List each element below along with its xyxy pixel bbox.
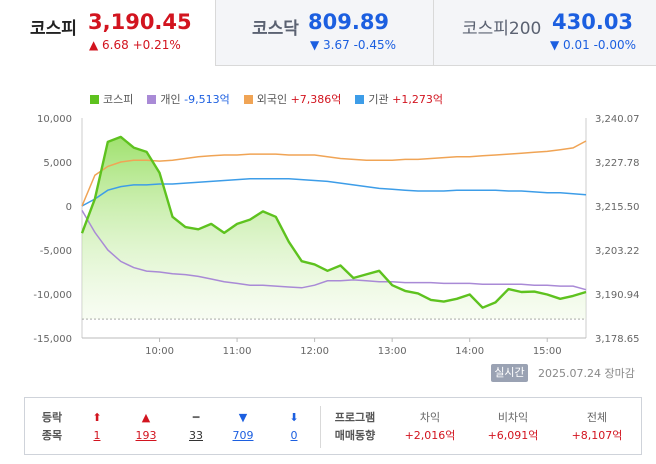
breadth-fall[interactable]: ▼ 709 (228, 409, 258, 445)
right-tick-label: 3,215.50 (595, 202, 640, 213)
breadth-rise[interactable]: ▲ 193 (131, 409, 161, 445)
index-tabs: 코스피 3,190.45 ▲ 6.68 +0.21% 코스닥 809.89 ▼ … (0, 0, 656, 66)
market-close-date: 2025.07.24 장마감 (538, 367, 635, 380)
flat-icon: ━ (192, 411, 200, 424)
legend-foreign-label: 외국인 (256, 93, 288, 106)
investor-chart: 10,000 5,000 0 -5,000 -10,000 -15,000 3,240.07… (33, 114, 640, 357)
tab-kospi[interactable]: 코스피 3,190.45 ▲ 6.68 +0.21% (0, 0, 216, 66)
x-tick-label: 15:00 (533, 346, 562, 357)
right-tick-label: 3,178.65 (595, 334, 640, 345)
x-tick-label: 10:00 (145, 346, 174, 357)
tab-kospi200-value: 430.03 (552, 10, 634, 34)
legend-kospi[interactable]: 코스피 (90, 91, 133, 107)
right-tick-label: 3,190.94 (595, 290, 640, 301)
program-item-value: +2,016억 (404, 429, 456, 442)
kospi-line (80, 135, 587, 309)
legend-institution-value: +1,273억 (392, 93, 443, 106)
rise-icon: ▲ (141, 411, 151, 424)
tab-kospi200[interactable]: 코스피200 430.03 ▼ 0.01 -0.00% (434, 0, 656, 66)
legend-foreign[interactable]: 외국인 +7,386억 (243, 91, 342, 107)
tab-kosdaq-value: 809.89 (308, 10, 390, 34)
breadth-count[interactable]: 33 (189, 429, 203, 442)
upper-limit-icon: ⬆ (92, 411, 102, 424)
legend-individual-label: 개인 (160, 93, 181, 106)
tab-kosdaq[interactable]: 코스닥 809.89 ▼ 3.67 -0.45% (216, 0, 434, 66)
breadth-count[interactable]: 193 (135, 429, 157, 442)
kospi-area (82, 136, 586, 319)
breadth-label-line1: 등락 (41, 411, 63, 424)
left-tick-label: 5,000 (43, 158, 72, 169)
program-total: 전체 +8,107억 (561, 409, 633, 445)
tab-kosdaq-change: ▼ 3.67 -0.45% (310, 38, 397, 52)
legend-kospi-swatch (90, 94, 99, 104)
right-tick-label: 3,203.22 (595, 246, 640, 257)
breadth-upper-limit[interactable]: ⬆ 1 (83, 409, 111, 445)
tab-kospi-change: ▲ 6.68 +0.21% (89, 38, 181, 52)
foreign-line (81, 140, 587, 207)
x-tick-label: 13:00 (378, 346, 407, 357)
left-tick-label: 10,000 (37, 114, 72, 125)
program-item-value: +6,091억 (487, 429, 539, 442)
breadth-count[interactable]: 0 (290, 429, 298, 442)
program-item-label: 차익 (419, 411, 441, 424)
chart-legend: 코스피 개인 -9,513억 외국인 +7,386억 기관 +1,273억 (90, 91, 443, 107)
x-tick-label: 14:00 (455, 346, 484, 357)
breadth-label-line2: 종목 (41, 429, 63, 442)
realtime-button[interactable]: 실시간 (491, 364, 528, 382)
institution-line (81, 177, 587, 207)
legend-individual-value: -9,513억 (184, 93, 230, 106)
tab-kospi200-name: 코스피200 (462, 19, 542, 39)
breadth-flat[interactable]: ━ 33 (181, 409, 211, 445)
program-label: 프로그램 매매동향 (327, 409, 383, 445)
x-tick-label: 12:00 (300, 346, 329, 357)
right-tick-label: 3,227.78 (595, 158, 640, 169)
breadth-lower-limit[interactable]: ⬇ 0 (280, 409, 308, 445)
market-summary: 등락 종목 ⬆ 1 ▲ 193 ━ 33 ▼ 709 ⬇ 0 프로그램 매매동향… (24, 397, 642, 455)
legend-institution-label: 기관 (368, 93, 389, 106)
left-tick-label: 0 (66, 202, 72, 213)
tab-kosdaq-name: 코스닥 (252, 19, 299, 39)
fall-icon: ▼ (238, 411, 248, 424)
summary-divider (320, 406, 321, 448)
tab-kospi-name: 코스피 (30, 19, 77, 39)
left-tick-label: -10,000 (33, 290, 72, 301)
left-tick-label: -15,000 (33, 334, 72, 345)
legend-foreign-swatch (243, 94, 253, 104)
legend-individual-swatch (147, 94, 157, 104)
x-tick-label: 11:00 (223, 346, 252, 357)
legend-kospi-label: 코스피 (103, 93, 134, 106)
legend-individual[interactable]: 개인 -9,513억 (147, 91, 230, 107)
program-non-arbitrage: 비차익 +6,091억 (477, 409, 549, 445)
program-item-label: 전체 (586, 411, 608, 424)
left-tick-label: -5,000 (40, 246, 72, 257)
breadth-count[interactable]: 709 (232, 429, 254, 442)
program-item-value: +8,107억 (571, 429, 623, 442)
breadth-label: 등락 종목 (37, 409, 67, 445)
breadth-count[interactable]: 1 (93, 429, 101, 442)
program-label-line2: 매매동향 (334, 429, 376, 442)
individual-line (81, 210, 587, 291)
right-tick-label: 3,240.07 (595, 114, 640, 125)
legend-foreign-value: +7,386억 (290, 93, 342, 106)
program-item-label: 비차익 (497, 411, 529, 424)
tab-kospi-value: 3,190.45 (88, 10, 192, 34)
lower-limit-icon: ⬇ (289, 411, 299, 424)
legend-institution[interactable]: 기관 +1,273억 (355, 91, 443, 107)
program-label-line1: 프로그램 (334, 411, 376, 424)
tab-kospi200-change: ▼ 0.01 -0.00% (550, 38, 637, 52)
program-arbitrage: 차익 +2,016억 (395, 409, 465, 445)
legend-institution-swatch (355, 94, 365, 104)
